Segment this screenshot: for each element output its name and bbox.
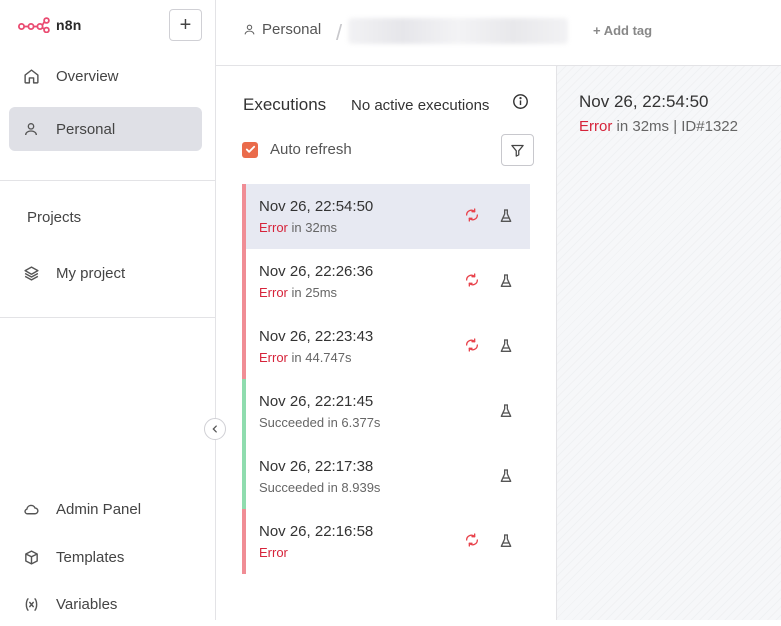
executions-list: Nov 26, 22:54:50 Error in 32ms Nov 26, 2… — [242, 184, 530, 574]
sidebar-divider — [0, 180, 215, 181]
filter-button[interactable] — [501, 134, 534, 166]
user-icon — [244, 24, 255, 35]
breadcrumb-project[interactable]: Personal — [243, 21, 321, 38]
retry-icon[interactable] — [464, 207, 480, 223]
execution-time: Nov 26, 22:54:50 — [259, 198, 374, 215]
flask-icon[interactable] — [498, 468, 514, 484]
sidebar-item-variables[interactable]: Variables — [9, 582, 202, 626]
workflow-name-redacted[interactable] — [348, 18, 568, 44]
sidebar-divider — [0, 317, 215, 318]
execution-time: Nov 26, 22:16:58 — [259, 523, 374, 540]
execution-row[interactable]: Nov 26, 22:23:43 Error in 44.747s — [242, 314, 530, 379]
sidebar-item-my-project[interactable]: My project — [9, 251, 202, 295]
execution-status: Succeeded in 6.377s — [259, 415, 381, 430]
add-tag-button[interactable]: + Add tag — [593, 23, 653, 38]
flask-icon[interactable] — [498, 533, 514, 549]
execution-status: Succeeded in 8.939s — [259, 480, 381, 495]
flask-icon[interactable] — [498, 338, 514, 354]
chevron-left-icon — [212, 425, 217, 433]
breadcrumb-project-label: Personal — [262, 21, 322, 38]
execution-time: Nov 26, 22:21:45 — [259, 393, 374, 410]
sidebar-item-label: Personal — [56, 120, 116, 138]
projects-title: Projects — [27, 209, 82, 226]
retry-icon[interactable] — [464, 337, 480, 353]
layers-icon — [22, 264, 40, 282]
user-icon — [22, 120, 40, 138]
executions-title: Executions — [243, 95, 327, 114]
execution-row[interactable]: Nov 26, 22:17:38 Succeeded in 8.939s — [242, 444, 530, 509]
detail-status: Error in 32ms | ID#1322 — [579, 118, 738, 135]
plus-icon: + — [179, 13, 192, 36]
header: Personal / + Add tag — [216, 0, 781, 66]
sidebar-item-label: Admin Panel — [56, 500, 142, 518]
executions-panel: Executions No active executions Auto ref… — [216, 66, 557, 620]
n8n-logo-icon — [18, 17, 50, 33]
variable-icon — [22, 595, 40, 613]
flask-icon[interactable] — [498, 403, 514, 419]
execution-time: Nov 26, 22:17:38 — [259, 458, 374, 475]
execution-status: Error — [259, 545, 288, 560]
execution-status: Error in 44.747s — [259, 350, 352, 365]
retry-icon[interactable] — [464, 272, 480, 288]
execution-time: Nov 26, 22:26:36 — [259, 263, 374, 280]
sidebar-item-label: Variables — [56, 595, 118, 613]
home-icon — [22, 67, 40, 85]
collapse-sidebar-button[interactable] — [204, 418, 226, 440]
flask-icon[interactable] — [498, 273, 514, 289]
sidebar-item-admin-panel[interactable]: Admin Panel — [9, 487, 202, 531]
logo-text: n8n — [56, 17, 82, 33]
auto-refresh-checkbox[interactable] — [242, 141, 258, 158]
n8n-logo[interactable]: n8n — [18, 17, 82, 33]
auto-refresh-toggle[interactable]: Auto refresh — [242, 141, 352, 158]
filter-icon — [511, 144, 524, 157]
execution-detail-panel: Nov 26, 22:54:50 Error in 32ms | ID#1322 — [557, 66, 781, 620]
sidebar-item-label: My project — [56, 264, 126, 282]
check-icon — [245, 145, 255, 153]
execution-row[interactable]: Nov 26, 22:54:50 Error in 32ms — [242, 184, 530, 249]
sidebar-item-overview[interactable]: Overview — [9, 54, 202, 98]
execution-time: Nov 26, 22:23:43 — [259, 328, 374, 345]
executions-status: No active executions — [351, 97, 490, 114]
detail-time: Nov 26, 22:54:50 — [579, 92, 709, 111]
info-icon[interactable] — [512, 93, 529, 110]
execution-row[interactable]: Nov 26, 22:21:45 Succeeded in 6.377s — [242, 379, 530, 444]
retry-icon[interactable] — [464, 532, 480, 548]
create-button[interactable]: + — [169, 9, 202, 41]
cloud-icon — [22, 500, 40, 518]
sidebar: n8n + Overview Personal Projects My proj… — [0, 0, 216, 620]
sidebar-item-label: Overview — [56, 67, 119, 85]
sidebar-item-templates[interactable]: Templates — [9, 535, 202, 579]
auto-refresh-label: Auto refresh — [270, 141, 352, 158]
box-icon — [22, 548, 40, 566]
execution-row[interactable]: Nov 26, 22:26:36 Error in 25ms — [242, 249, 530, 314]
flask-icon[interactable] — [498, 208, 514, 224]
sidebar-item-personal[interactable]: Personal — [9, 107, 202, 151]
execution-status: Error in 25ms — [259, 285, 338, 300]
execution-row[interactable]: Nov 26, 22:16:58 Error — [242, 509, 530, 574]
sidebar-item-label: Templates — [56, 548, 125, 566]
execution-status: Error in 32ms — [259, 220, 338, 235]
breadcrumb-separator: / — [336, 20, 343, 45]
